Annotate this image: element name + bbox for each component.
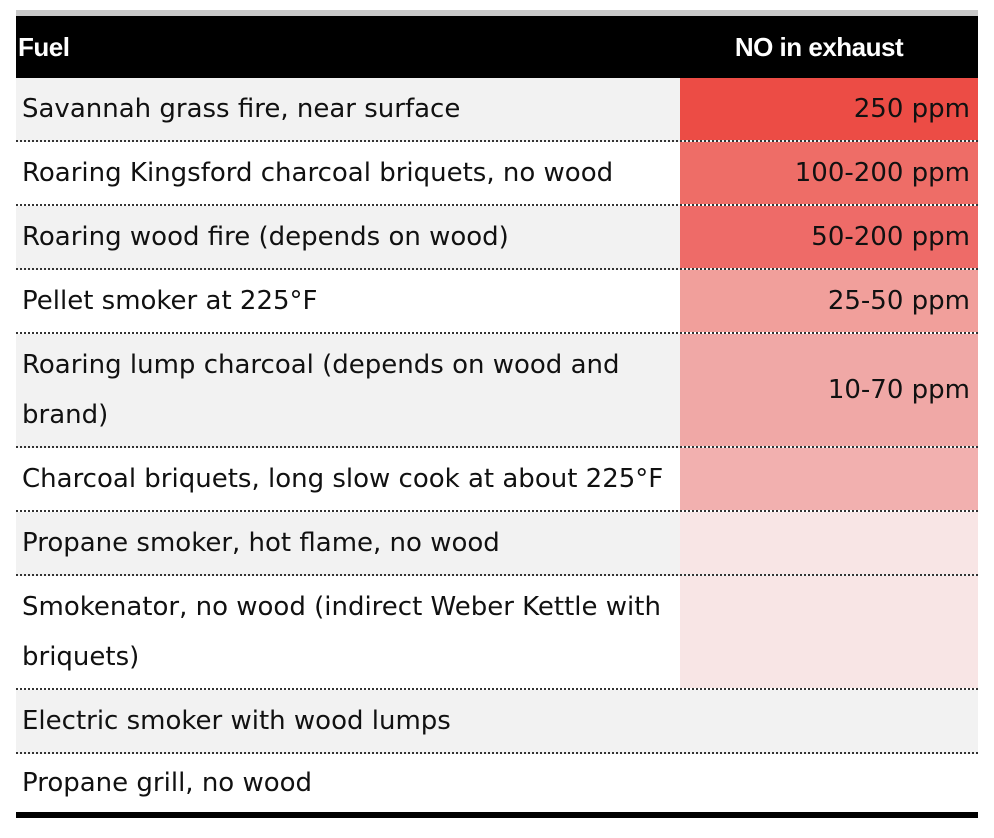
fuel-cell: Roaring Kingsford charcoal briquets, no … <box>22 158 614 188</box>
no-value-cell <box>680 448 978 510</box>
table-row: Roaring lump charcoal (depends on wood a… <box>16 334 978 448</box>
fuel-cell: Roaring wood fire (depends on wood) <box>22 222 509 252</box>
no-exhaust-table: Fuel NO in exhaust Savannah grass fire, … <box>16 10 978 818</box>
table-row: Roaring wood fire (depends on wood) 50-2… <box>16 206 978 270</box>
fuel-cell: Smokenator, no wood (indirect Weber Kett… <box>22 592 661 672</box>
table-row: Smokenator, no wood (indirect Weber Kett… <box>16 576 978 690</box>
no-value-cell <box>680 576 978 688</box>
table-top-rule <box>16 10 978 16</box>
fuel-cell: Savannah grass fire, near surface <box>22 94 461 124</box>
no-value-cell: 50-200 ppm <box>680 206 978 268</box>
fuel-cell: Charcoal briquets, long slow cook at abo… <box>22 464 664 494</box>
fuel-cell: Roaring lump charcoal (depends on wood a… <box>22 350 620 430</box>
no-value-cell <box>680 690 978 752</box>
table-row: Roaring Kingsford charcoal briquets, no … <box>16 142 978 206</box>
column-header-fuel: Fuel <box>18 31 70 62</box>
fuel-cell: Electric smoker with wood lumps <box>22 706 451 736</box>
table-row: Propane smoker, hot flame, no wood <box>16 512 978 576</box>
table-header-row: Fuel NO in exhaust <box>16 16 978 78</box>
table-row: Pellet smoker at 225°F 25-50 ppm <box>16 270 978 334</box>
no-value-cell: 10-70 ppm <box>680 334 978 446</box>
fuel-cell: Propane smoker, hot flame, no wood <box>22 528 500 558</box>
no-value-cell: 100-200 ppm <box>680 142 978 204</box>
no-value-cell: 250 ppm <box>680 78 978 140</box>
no-value-cell <box>680 754 978 812</box>
column-header-no-in-exhaust: NO in exhaust <box>734 31 904 62</box>
no-value-cell <box>680 512 978 574</box>
table-row: Electric smoker with wood lumps <box>16 690 978 754</box>
table-row: Propane grill, no wood <box>16 754 978 818</box>
fuel-cell: Propane grill, no wood <box>22 768 313 798</box>
fuel-cell: Pellet smoker at 225°F <box>22 286 318 316</box>
table-row: Savannah grass fire, near surface 250 pp… <box>16 78 978 142</box>
table-row: Charcoal briquets, long slow cook at abo… <box>16 448 978 512</box>
no-value-cell: 25-50 ppm <box>680 270 978 332</box>
